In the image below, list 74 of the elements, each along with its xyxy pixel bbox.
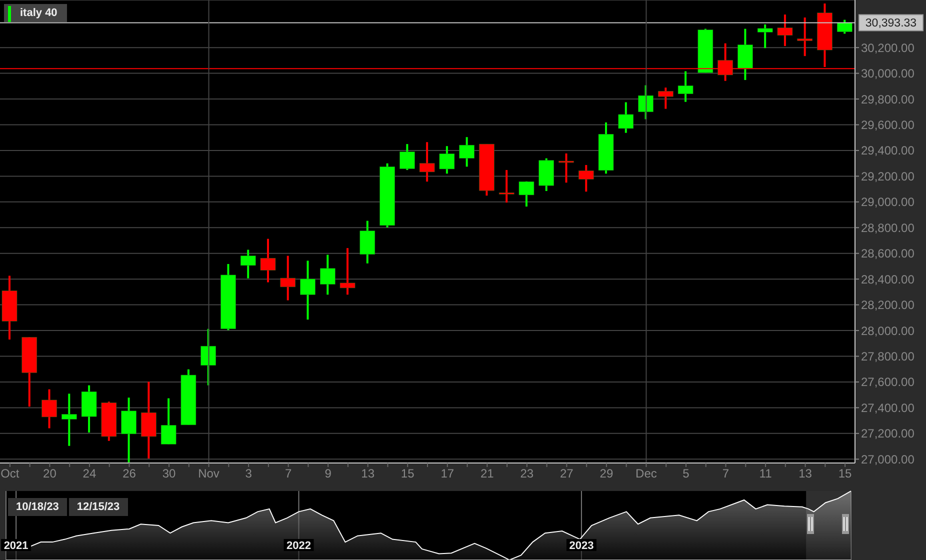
y-tick-label: 30,000.00 bbox=[861, 66, 915, 81]
candlestick bbox=[836, 18, 852, 35]
x-tick-label: 23 bbox=[520, 466, 534, 481]
candlestick bbox=[141, 380, 156, 460]
y-tick-label: 28,200.00 bbox=[861, 298, 915, 312]
candlestick bbox=[419, 141, 435, 183]
x-tick-label: 21 bbox=[480, 466, 494, 481]
candlestick bbox=[738, 28, 753, 81]
x-tick-label: 11 bbox=[759, 466, 772, 481]
x-tick-label: 7 bbox=[722, 466, 730, 481]
y-tick-label: 27,600.00 bbox=[861, 375, 915, 390]
candlestick bbox=[439, 145, 455, 175]
x-tick-label: 2023 bbox=[569, 540, 594, 552]
candlestick bbox=[678, 70, 694, 103]
x-tick-label: 26 bbox=[122, 466, 136, 481]
annotation: 10/18/23 bbox=[8, 498, 67, 516]
x-tick-label: 7 bbox=[284, 466, 292, 481]
x-tick-label: 17 bbox=[440, 466, 454, 481]
x-tick-label: 29 bbox=[600, 466, 614, 481]
candlestick bbox=[777, 14, 793, 48]
x-tick-label: 5 bbox=[682, 466, 690, 481]
candlestick bbox=[160, 397, 176, 446]
candlestick bbox=[300, 260, 316, 321]
x-tick-label: 27 bbox=[560, 466, 574, 481]
y-tick-label: 27,400.00 bbox=[861, 400, 915, 415]
candlestick bbox=[280, 254, 296, 302]
x-tick-label: 13 bbox=[361, 466, 375, 481]
candlestick bbox=[757, 23, 773, 50]
x-tick-label: 3 bbox=[245, 466, 252, 481]
candlestick bbox=[320, 254, 336, 296]
y-tick-label: 29,200.00 bbox=[861, 169, 915, 184]
y-tick-label: 28,800.00 bbox=[861, 220, 915, 235]
candlestick bbox=[200, 328, 216, 386]
candlestick bbox=[558, 152, 574, 184]
x-tick-label: Oct bbox=[0, 466, 20, 481]
candlestick bbox=[42, 388, 57, 430]
ref-line-label: 30,393.33 bbox=[865, 18, 917, 30]
x-tick-label: 30 bbox=[162, 466, 176, 481]
candlestick bbox=[459, 136, 474, 168]
candlestick bbox=[340, 247, 356, 296]
candlestick bbox=[400, 143, 415, 172]
x-tick-label: 9 bbox=[324, 466, 332, 481]
x-tick-label: 13 bbox=[798, 466, 812, 481]
y-tick-label: 27,800.00 bbox=[861, 350, 915, 364]
y-tick-label: 27,000.00 bbox=[861, 452, 915, 466]
x-tick-label: 15 bbox=[400, 466, 415, 481]
y-tick-label: 30,200.00 bbox=[861, 40, 915, 55]
candlestick bbox=[618, 101, 634, 134]
x-tick-label: 20 bbox=[43, 466, 57, 481]
candlestick bbox=[360, 220, 376, 264]
x-tick-label: 24 bbox=[82, 466, 96, 481]
x-tick-label: Dec bbox=[636, 466, 657, 481]
candlestick bbox=[797, 16, 812, 58]
candlestick bbox=[498, 169, 514, 204]
y-tick-label: 28,400.00 bbox=[861, 272, 915, 286]
x-tick-label: 15 bbox=[838, 466, 852, 481]
y-tick-label: 29,800.00 bbox=[861, 92, 915, 106]
y-tick-label: 29,600.00 bbox=[861, 118, 915, 132]
y-tick-label: 28,000.00 bbox=[861, 324, 915, 338]
y-tick-label: 29,400.00 bbox=[861, 144, 915, 158]
candlestick bbox=[260, 238, 276, 284]
candlestick bbox=[62, 392, 77, 447]
annotation: 12/15/23 bbox=[68, 498, 128, 516]
legend-label: italy 40 bbox=[4, 4, 68, 22]
x-tick-label: Nov bbox=[198, 466, 220, 481]
x-tick-label: 2022 bbox=[286, 540, 312, 552]
y-tick-label: 27,200.00 bbox=[861, 426, 915, 441]
candlestick bbox=[240, 248, 256, 280]
y-tick-label: 29,000.00 bbox=[861, 195, 915, 210]
y-tick-label: 28,600.00 bbox=[861, 246, 915, 261]
candlestick bbox=[578, 164, 594, 193]
candlestick bbox=[121, 396, 136, 463]
candlestick bbox=[518, 180, 534, 208]
candlestick bbox=[658, 86, 674, 110]
